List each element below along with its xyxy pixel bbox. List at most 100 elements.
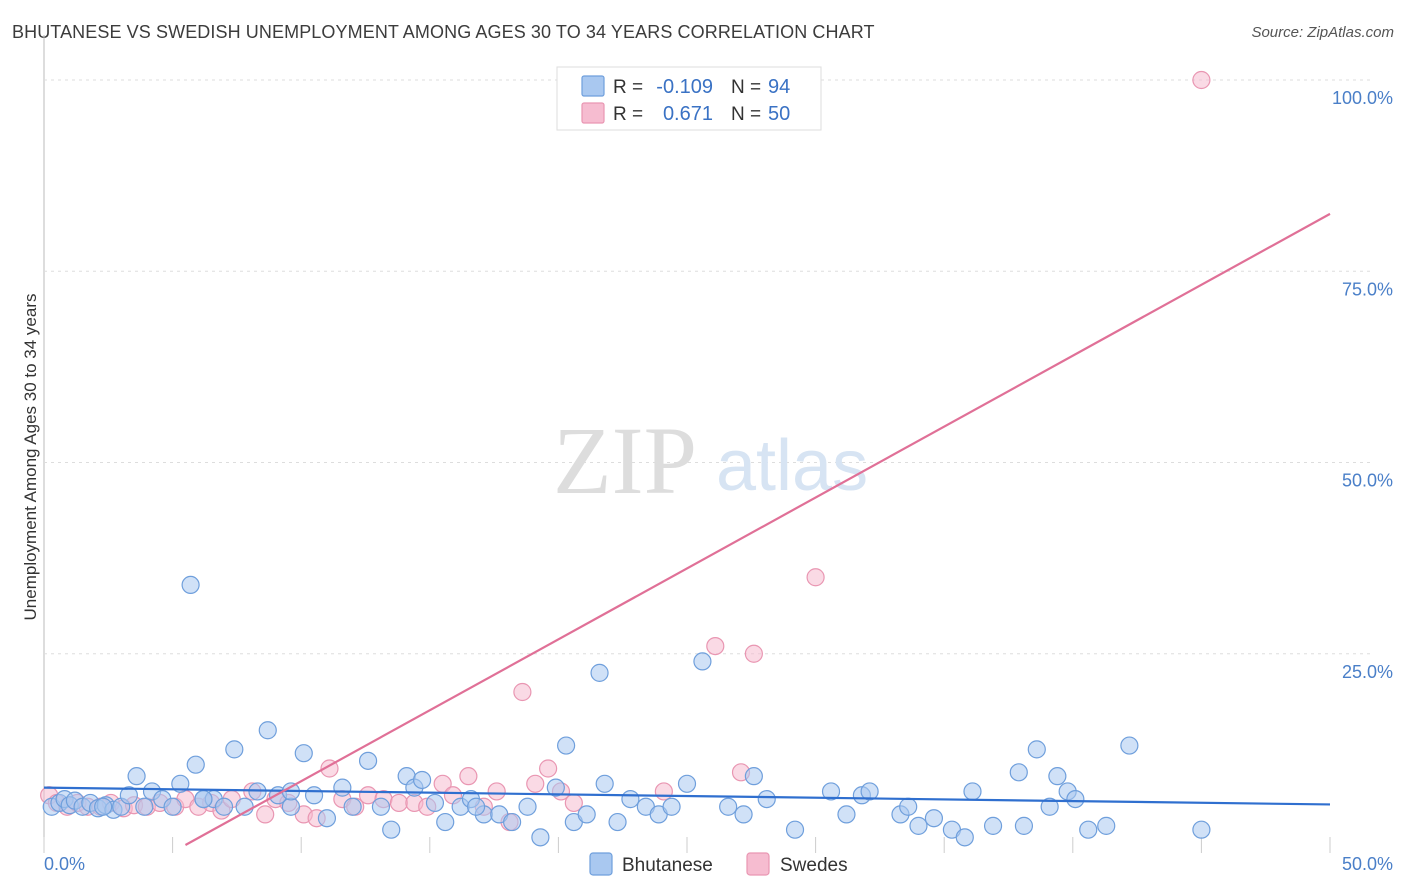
x-tick-label-min: 0.0% xyxy=(44,854,85,874)
legend-bhutanese-swatch[interactable] xyxy=(589,852,613,876)
bhutanese-point xyxy=(1048,767,1067,786)
bhutanese-point xyxy=(225,740,244,759)
bhutanese-point xyxy=(358,751,378,770)
stats-r-label-1: R = xyxy=(613,77,643,98)
bhutanese-point xyxy=(371,797,391,816)
bhutanese-point xyxy=(127,767,146,786)
stats-r-value-2: 0.671 xyxy=(663,103,713,125)
bhutanese-point xyxy=(186,755,205,774)
watermark-atlas: atlas xyxy=(716,426,868,506)
y-tick-labels: 25.0% 50.0% 75.0% 100.0% xyxy=(1332,88,1393,682)
swedes-point xyxy=(256,805,275,824)
gridlines xyxy=(43,35,1370,845)
stats-n-value-2: 50 xyxy=(768,103,790,125)
bhutanese-point xyxy=(595,774,614,793)
bhutanese-point xyxy=(1027,740,1046,759)
bhutanese-point xyxy=(531,828,550,847)
bhutanese-trend-line xyxy=(43,786,1331,806)
swedes-point xyxy=(389,793,409,813)
bhutanese-point xyxy=(518,797,537,816)
swedes-point xyxy=(459,767,478,786)
bhutanese-point xyxy=(436,812,455,832)
bhutanese-point xyxy=(163,797,182,816)
legend-bhutanese-label[interactable]: Bhutanese xyxy=(622,855,713,876)
bhutanese-point xyxy=(333,778,352,797)
bhutanese-point xyxy=(899,797,918,816)
bhutanese-point xyxy=(557,736,576,755)
bhutanese-point xyxy=(955,828,974,847)
bhutanese-point xyxy=(181,575,200,595)
bhutanese-point xyxy=(294,744,313,763)
bhutanese-point xyxy=(621,789,640,809)
bhutanese-swatch xyxy=(581,75,605,97)
bhutanese-point xyxy=(909,816,928,835)
bhutanese-point xyxy=(1192,820,1211,839)
bhutanese-point xyxy=(983,816,1003,835)
swedes-point xyxy=(487,782,506,801)
swedes-point xyxy=(654,782,673,801)
y-axis-label: Unemployment Among Ages 30 to 34 years xyxy=(21,294,40,621)
series-legend: Bhutanese Swedes xyxy=(589,852,848,876)
bhutanese-point xyxy=(608,812,627,832)
bhutanese-point xyxy=(1014,816,1034,835)
bhutanese-point xyxy=(963,782,982,801)
swedes-swatch xyxy=(581,102,605,124)
x-tick-marks xyxy=(43,837,1331,853)
swedes-point xyxy=(526,774,545,793)
bhutanese-point xyxy=(719,797,738,816)
bhutanese-point xyxy=(304,786,324,805)
swedes-point xyxy=(539,759,558,778)
stats-r-value-1: -0.109 xyxy=(656,76,713,98)
bhutanese-point xyxy=(924,809,944,828)
bhutanese-point xyxy=(466,797,486,816)
source-label: Source: ZipAtlas.com xyxy=(1251,24,1394,41)
bhutanese-point xyxy=(343,797,362,816)
swedes-point xyxy=(513,682,532,702)
bhutanese-point xyxy=(258,721,277,740)
bhutanese-point xyxy=(1079,820,1098,839)
bhutanese-point xyxy=(94,797,113,816)
y-tick-label: 100.0% xyxy=(1332,88,1393,108)
legend-swedes-label[interactable]: Swedes xyxy=(780,855,848,876)
y-tick-label: 25.0% xyxy=(1342,662,1393,682)
bhutanese-point xyxy=(785,820,805,839)
bhutanese-point xyxy=(821,782,841,801)
bhutanese-point xyxy=(382,820,401,839)
swedes-point xyxy=(744,644,763,663)
bhutanese-point xyxy=(214,797,234,816)
bhutanese-point xyxy=(171,774,190,793)
watermark-zip: ZIP xyxy=(553,407,697,514)
bhutanese-point xyxy=(194,789,213,809)
stats-n-label-1: N = xyxy=(731,77,761,98)
swedes-point xyxy=(1192,70,1211,90)
bhutanese-point xyxy=(317,809,337,828)
x-tick-label-max: 50.0% xyxy=(1342,854,1393,874)
stats-n-label-2: N = xyxy=(731,104,761,125)
stats-n-value-1: 94 xyxy=(768,76,790,98)
trend-lines xyxy=(43,212,1331,846)
bhutanese-point xyxy=(1120,736,1139,755)
swedes-trend-line xyxy=(184,212,1331,846)
watermark: ZIP atlas xyxy=(553,407,868,514)
bhutanese-point xyxy=(546,778,565,797)
swedes-point xyxy=(806,568,825,587)
bhutanese-points xyxy=(42,575,1211,847)
bhutanese-point xyxy=(1066,789,1085,809)
bhutanese-point xyxy=(590,663,609,682)
bhutanese-point xyxy=(677,774,697,793)
bhutanese-point xyxy=(119,786,138,805)
bhutanese-point xyxy=(1097,816,1116,835)
bhutanese-point xyxy=(860,782,879,801)
stats-legend: R = -0.109 N = 94 R = 0.671 N = 50 xyxy=(556,66,822,131)
legend-swedes-swatch[interactable] xyxy=(746,852,770,876)
bhutanese-point xyxy=(412,770,432,790)
bhutanese-point xyxy=(281,797,301,816)
bhutanese-point xyxy=(757,789,776,809)
bhutanese-point xyxy=(135,797,154,816)
bhutanese-point xyxy=(693,652,712,671)
chart-title: BHUTANESE VS SWEDISH UNEMPLOYMENT AMONG … xyxy=(12,22,875,42)
bhutanese-point xyxy=(744,767,763,786)
stats-r-label-2: R = xyxy=(613,104,643,125)
y-tick-label: 75.0% xyxy=(1342,279,1393,299)
